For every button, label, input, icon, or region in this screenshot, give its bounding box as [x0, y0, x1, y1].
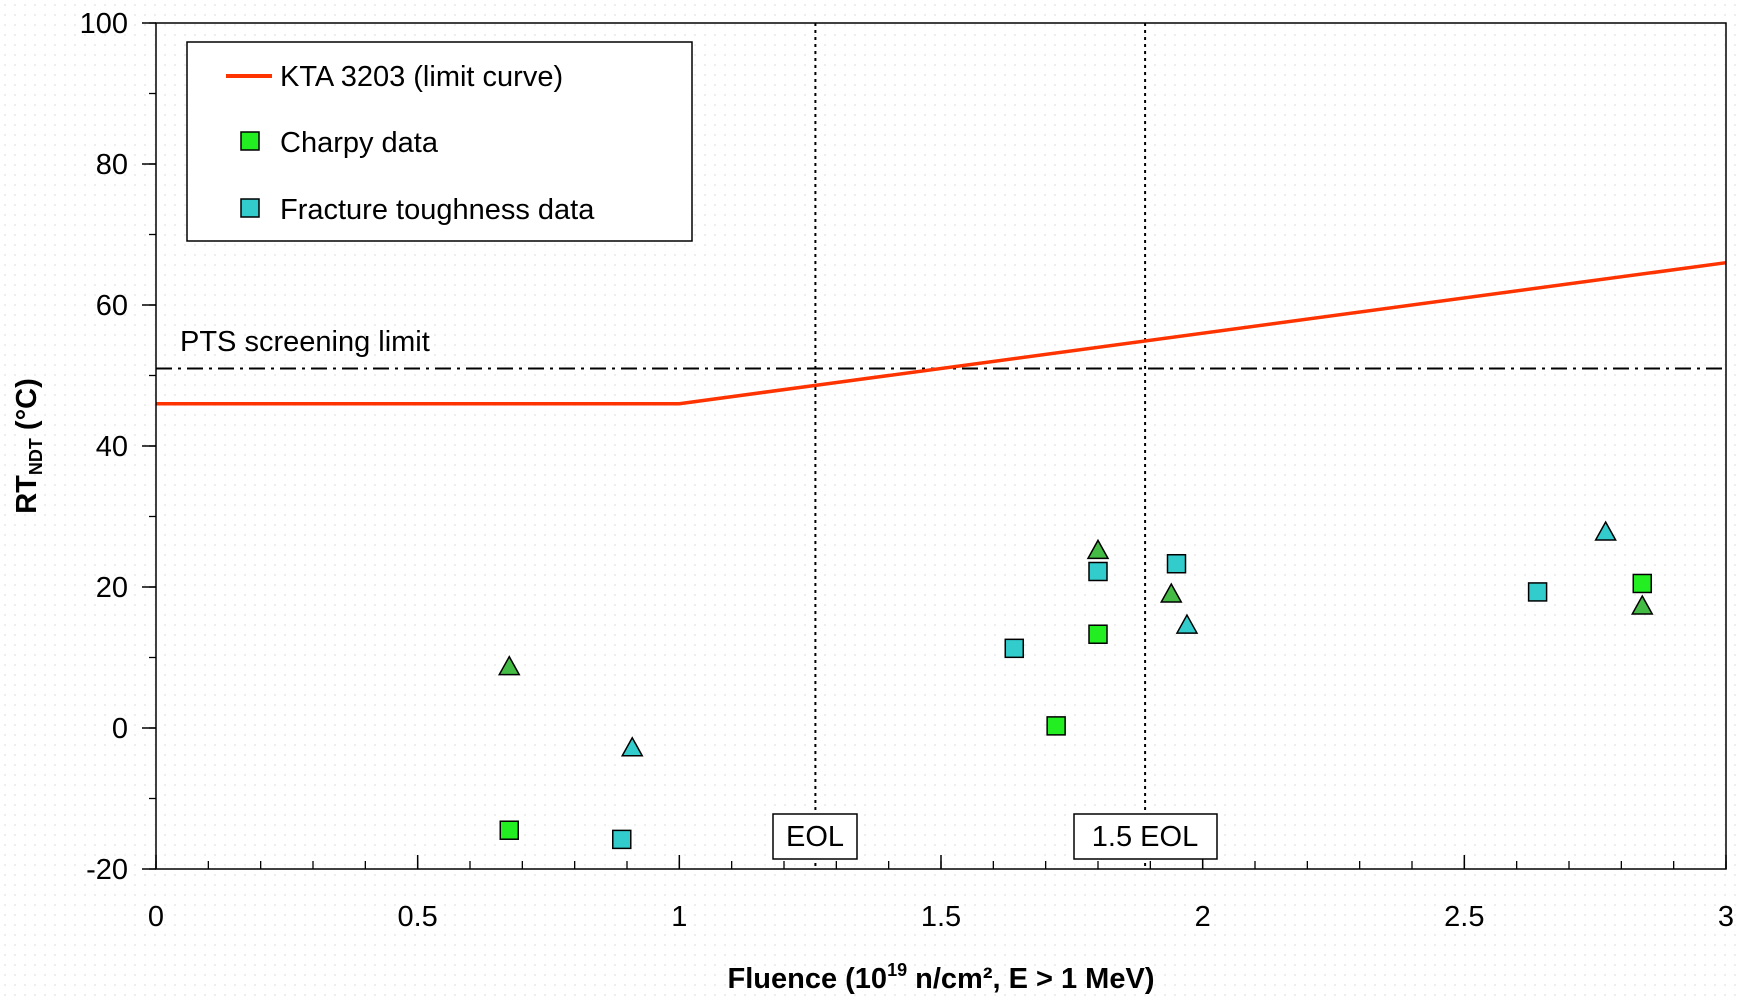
series-2-point-2 [1159, 582, 1183, 603]
series-2-point-1 [1086, 538, 1110, 560]
series-3-point-2 [1594, 520, 1617, 541]
legend-label-fracture: Fracture toughness data [280, 194, 595, 226]
x-axis-title-unit: n/cm², E > 1 MeV) [907, 963, 1154, 995]
y-tick-label: 80 [96, 149, 128, 181]
x-tick-label: 2 [1195, 901, 1211, 933]
legend-charpy-swatch [240, 131, 260, 151]
eol-1-5-label-box: 1.5 EOL [1073, 813, 1218, 860]
y-axis-title-unit: (°C) [11, 378, 43, 438]
limit-curve [156, 260, 1727, 406]
legend-fracture-swatch [240, 198, 260, 218]
y-tick-label: 0 [112, 713, 128, 745]
x-tick-label: 0.5 [398, 901, 438, 933]
y-tick-label: 60 [96, 290, 128, 322]
legend-label-charpy: Charpy data [280, 127, 439, 159]
y-tick-label: -20 [86, 854, 128, 886]
y-tick-label: 100 [80, 8, 128, 40]
series-1-point-4 [1527, 582, 1548, 602]
series-2-point-3 [1630, 594, 1654, 615]
y-tick-label: 20 [96, 572, 128, 604]
x-tick-label: 2.5 [1444, 901, 1484, 933]
series-3-point-1 [1175, 613, 1199, 634]
series-1-point-1 [1004, 638, 1025, 659]
eol-label-box: EOL [772, 813, 858, 860]
series-0-point-0 [499, 820, 519, 840]
x-tick-label: 3 [1718, 901, 1734, 933]
x-axis-title: Fluence (1019 n/cm², E > 1 MeV) [728, 960, 1155, 995]
y-tick-label: 40 [96, 431, 128, 463]
x-axis-title-main: Fluence (10 [728, 963, 888, 995]
y-axis-title-subscript: NDT [26, 438, 46, 475]
axes: -20 0 20 40 60 80 100 0 0.5 1 1.5 2 2.5 3 [80, 8, 1734, 933]
x-axis-title-superscript: 19 [887, 960, 907, 980]
series-1-point-3 [1166, 553, 1187, 574]
screening-limit-label: PTS screening limit [180, 326, 430, 358]
y-axis-title-main: RT [11, 475, 43, 514]
series-1-point-2 [1088, 561, 1108, 582]
x-tick-label: 1 [671, 901, 687, 933]
legend-label-limit-curve: KTA 3203 (limit curve) [280, 61, 563, 93]
eol-label: EOL [786, 821, 844, 853]
series-1-point-0 [612, 829, 632, 850]
series-2-point-0 [497, 655, 521, 676]
series-0-point-2 [1088, 624, 1108, 644]
series-0-point-3 [1632, 573, 1653, 594]
eol-1-5-label: 1.5 EOL [1092, 821, 1198, 853]
series-3-point-0 [620, 736, 644, 757]
data-layer [156, 260, 1727, 850]
legend: KTA 3203 (limit curve) Charpy data Fract… [186, 41, 693, 242]
y-axis-title: RTNDT (°C) [11, 378, 46, 514]
x-tick-label: 1.5 [921, 901, 961, 933]
x-tick-label: 0 [148, 901, 164, 933]
series-0-point-1 [1046, 716, 1066, 736]
